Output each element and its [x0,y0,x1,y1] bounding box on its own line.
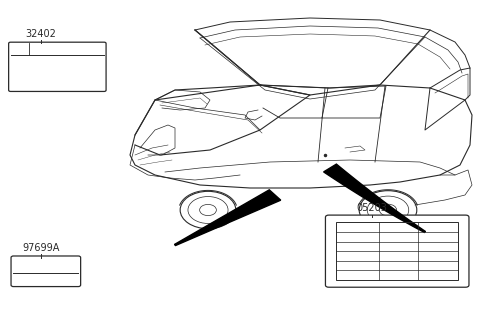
Polygon shape [174,190,281,245]
Text: 32402: 32402 [25,29,56,39]
FancyBboxPatch shape [325,215,469,287]
Text: 97699A: 97699A [22,243,60,253]
Polygon shape [324,164,426,232]
Text: 05203: 05203 [357,203,387,213]
FancyBboxPatch shape [11,256,81,287]
FancyBboxPatch shape [9,42,106,91]
Bar [336,222,458,280]
